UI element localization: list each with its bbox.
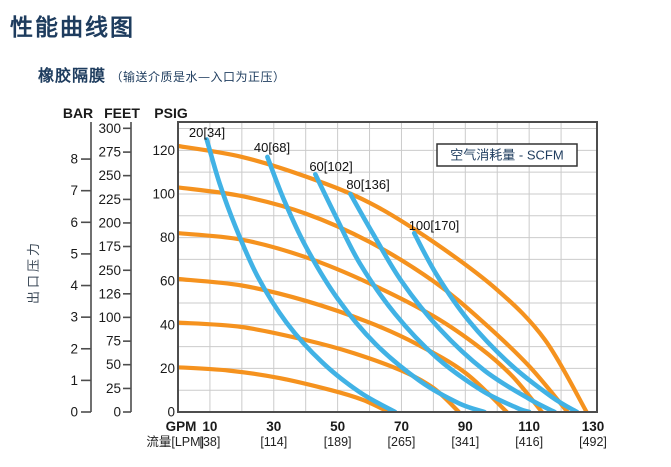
psig-scale: 120 100 80 60 40 20 0: [152, 143, 175, 420]
x-tick-label: 50: [330, 419, 345, 434]
orange-performance-curves: [178, 143, 589, 412]
x-tick-label: 10: [202, 419, 217, 434]
blue-air-consumption-curves: [204, 137, 580, 412]
air-curve-label: 100[170]: [409, 218, 460, 233]
feet-scale-tick-label: 250: [98, 263, 121, 278]
x-tick-label: 110: [518, 419, 540, 434]
bar-scale-tick-label: 5: [70, 246, 78, 261]
performance-curve: [178, 365, 391, 412]
air-consumption-curve: [348, 191, 557, 412]
psig-scale-tick-label: 40: [160, 317, 175, 332]
bar-scale-tick-label: 0: [70, 405, 78, 420]
air-consumption-curve: [411, 230, 580, 412]
feet-scale-tick-label: 100: [98, 310, 121, 325]
psig-scale-tick-label: 20: [160, 361, 175, 376]
chart-subtitle-row: 橡胶隔膜 （输送介质是水—入口为正压）: [38, 62, 285, 86]
air-consumption-curve: [204, 137, 398, 412]
bar-scale-tick-label: 8: [70, 152, 78, 167]
feet-scale-tick-label: 250: [98, 168, 121, 183]
psig-scale-tick-label: 100: [152, 186, 175, 201]
x-secondary-tick-label: [492]: [579, 435, 607, 449]
x-axis-unit-label: GPM: [166, 419, 197, 434]
y-axis-title: 出口压力: [26, 240, 41, 304]
chart-subtitle: 橡胶隔膜: [38, 66, 107, 85]
performance-curve: [178, 231, 544, 412]
performance-curve: [178, 185, 570, 412]
bar-scale-tick-label: 7: [70, 183, 78, 198]
x-secondary-tick-label: [341]: [451, 435, 479, 449]
bar-scale-tick-label: 1: [70, 373, 78, 388]
feet-scale-tick-label: 175: [98, 239, 121, 254]
feet-scale-tick-label: 300: [98, 121, 121, 136]
x-axis-secondary-unit-label: 流量[LPM]: [146, 435, 204, 449]
psig-axis-header: PSIG: [154, 105, 188, 121]
x-tick-label: 130: [582, 419, 605, 434]
air-consumption-curve: [313, 172, 532, 412]
legend-label: 空气消耗量 - SCFM: [450, 148, 563, 163]
legend-box: [436, 143, 578, 167]
plot-border: [177, 121, 598, 413]
feet-scale-tick-label: 75: [106, 334, 121, 349]
bar-scale-tick-label: 2: [70, 341, 78, 356]
psig-scale-tick-label: 60: [160, 274, 175, 289]
psig-scale-tick-label: 80: [160, 230, 175, 245]
chart-subtitle-note: （输送介质是水—入口为正压）: [110, 70, 286, 84]
feet-scale-tick-label: 25: [106, 381, 121, 396]
bar-scale-tick-label: 6: [70, 215, 78, 230]
legend: 空气消耗量 - SCFM: [436, 143, 578, 167]
x-tick-labels: 10 30 50 70 90 110 130: [202, 419, 604, 434]
air-consumption-curve: [265, 154, 487, 412]
bar-scale-tick-label: 3: [70, 310, 78, 325]
air-curve-label: 80[136]: [346, 177, 389, 192]
x-tick-label: 30: [266, 419, 281, 434]
x-secondary-tick-label: [114]: [260, 435, 287, 449]
x-secondary-tick-labels: [38] [114] [189] [265] [341] [416] [492]: [199, 435, 606, 449]
psig-scale-tick-label: 120: [152, 143, 175, 158]
feet-scale-tick-label: 225: [98, 192, 121, 207]
x-tick-label: 90: [458, 419, 473, 434]
feet-scale-tick-label: 126: [98, 286, 121, 301]
x-secondary-tick-label: [38]: [199, 435, 220, 449]
air-curve-label: 60[102]: [309, 159, 352, 174]
page-title: 性能曲线图: [10, 14, 135, 41]
feet-scale-tick-label: 0: [113, 405, 121, 420]
x-secondary-tick-label: [416]: [515, 435, 543, 449]
psig-scale-tick-label: 0: [167, 405, 175, 420]
bar-scale-tick-label: 4: [70, 278, 78, 293]
x-secondary-tick-label: [189]: [324, 435, 352, 449]
bar-axis-header: BAR: [63, 105, 93, 121]
air-curve-label: 40[68]: [254, 140, 290, 155]
feet-scale-tick-label: 50: [106, 357, 121, 372]
x-secondary-tick-label: [265]: [388, 435, 416, 449]
performance-curve: [178, 276, 509, 412]
air-curve-label: 20[34]: [189, 125, 225, 140]
feet-axis-header: FEET: [104, 105, 140, 121]
bar-scale: 8 7 6 5 4 3 2 1 0: [70, 122, 92, 420]
feet-scale-tick-label: 200: [98, 215, 121, 230]
air-curve-labels: 20[34] 40[68] 60[102] 80[136] 100[170]: [189, 125, 459, 233]
feet-scale-tick-label: 275: [98, 145, 121, 160]
performance-curve: [178, 143, 589, 412]
x-tick-label: 70: [394, 419, 409, 434]
